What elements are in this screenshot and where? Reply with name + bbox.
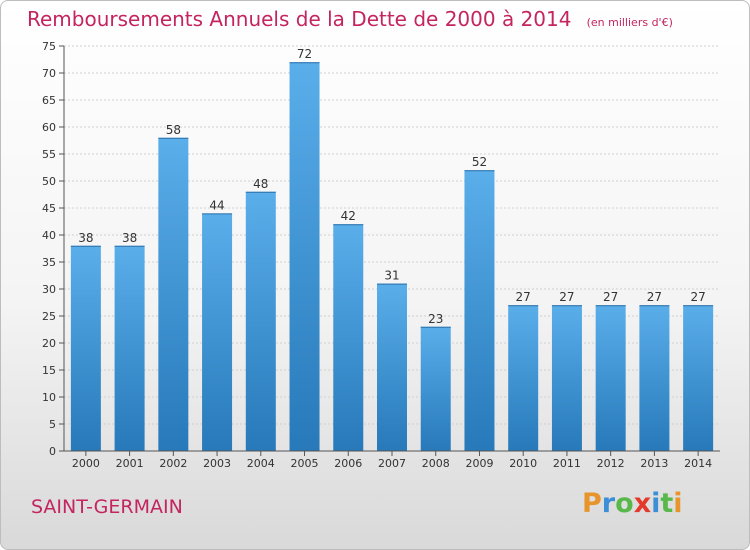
x-tick-label: 2008 xyxy=(422,457,450,470)
logo-letter: P xyxy=(582,488,602,519)
x-tick-label: 2000 xyxy=(72,457,100,470)
bar xyxy=(595,305,626,451)
y-tick-label: 30 xyxy=(42,283,56,296)
data-label: 72 xyxy=(297,47,312,61)
y-tick-label: 0 xyxy=(49,445,56,458)
logo-letter: x xyxy=(633,488,652,519)
bar xyxy=(639,305,670,451)
data-label: 27 xyxy=(690,290,705,304)
data-label: 58 xyxy=(166,123,181,137)
y-tick-label: 5 xyxy=(49,418,56,431)
y-tick-label: 45 xyxy=(42,202,56,215)
data-label: 42 xyxy=(341,209,356,223)
x-tick-label: 2002 xyxy=(159,457,187,470)
logo-letter: i xyxy=(673,488,683,519)
bar xyxy=(158,137,189,452)
chart-title: Remboursements Annuels de la Dette de 20… xyxy=(27,7,572,31)
data-label: 31 xyxy=(384,269,399,283)
bar xyxy=(464,170,495,451)
y-tick-label: 70 xyxy=(42,67,56,80)
logo-letter: t xyxy=(660,488,674,519)
x-tick-label: 2007 xyxy=(378,457,406,470)
bars xyxy=(70,62,714,452)
location-label: SAINT-GERMAIN xyxy=(31,496,183,518)
data-labels: 38 38 58 44 48 72 42 31 23 52 27 27 27 27 27 xyxy=(78,47,706,326)
bar xyxy=(508,305,539,451)
x-axis-ticks: 2000 2001 2002 2003 2004 2005 2006 2007 2008 2009… xyxy=(72,451,712,470)
y-tick-label: 20 xyxy=(42,337,56,350)
axes xyxy=(63,46,720,452)
bar xyxy=(683,305,714,451)
y-tick-label: 50 xyxy=(42,175,56,188)
data-label: 27 xyxy=(647,290,662,304)
logo-letter: o xyxy=(615,488,634,519)
data-label: 38 xyxy=(78,231,93,245)
bar xyxy=(70,245,101,451)
x-tick-label: 2014 xyxy=(684,457,712,470)
x-tick-label: 2010 xyxy=(509,457,537,470)
y-axis-ticks: 0 5 10 15 20 25 30 35 40 45 50 55 60 65 70 75 xyxy=(42,40,64,458)
y-tick-label: 25 xyxy=(42,310,56,323)
x-tick-label: 2004 xyxy=(247,457,275,470)
x-tick-label: 2003 xyxy=(203,457,231,470)
x-tick-label: 2013 xyxy=(640,457,668,470)
x-tick-label: 2009 xyxy=(465,457,493,470)
data-label: 52 xyxy=(472,155,487,169)
bar xyxy=(551,305,582,451)
chart-subtitle: (en milliers d'€) xyxy=(586,16,673,29)
data-label: 48 xyxy=(253,177,268,191)
data-label: 38 xyxy=(122,231,137,245)
title-row: Remboursements Annuels de la Dette de 20… xyxy=(27,7,673,31)
x-tick-label: 2001 xyxy=(116,457,144,470)
bar xyxy=(114,245,145,451)
bar xyxy=(333,224,364,451)
proxiti-logo: Proxiti xyxy=(582,488,683,519)
data-label: 23 xyxy=(428,312,443,326)
y-tick-label: 75 xyxy=(42,40,56,53)
logo-letter: i xyxy=(651,488,661,519)
y-tick-label: 35 xyxy=(42,256,56,269)
bar xyxy=(245,191,276,452)
bar xyxy=(420,326,451,451)
data-label: 27 xyxy=(603,290,618,304)
y-tick-label: 10 xyxy=(42,391,56,404)
bar xyxy=(289,62,320,451)
x-tick-label: 2006 xyxy=(334,457,362,470)
data-label: 27 xyxy=(559,290,574,304)
logo-letter: r xyxy=(601,488,616,519)
data-label: 44 xyxy=(209,198,224,212)
x-tick-label: 2011 xyxy=(553,457,581,470)
y-tick-label: 60 xyxy=(42,121,56,134)
y-tick-label: 65 xyxy=(42,94,56,107)
bar xyxy=(202,213,233,451)
x-tick-label: 2012 xyxy=(597,457,625,470)
y-tick-label: 55 xyxy=(42,148,56,161)
y-tick-label: 40 xyxy=(42,229,56,242)
bar xyxy=(377,283,407,451)
y-tick-label: 15 xyxy=(42,364,56,377)
x-tick-label: 2005 xyxy=(291,457,319,470)
data-label: 27 xyxy=(516,290,531,304)
